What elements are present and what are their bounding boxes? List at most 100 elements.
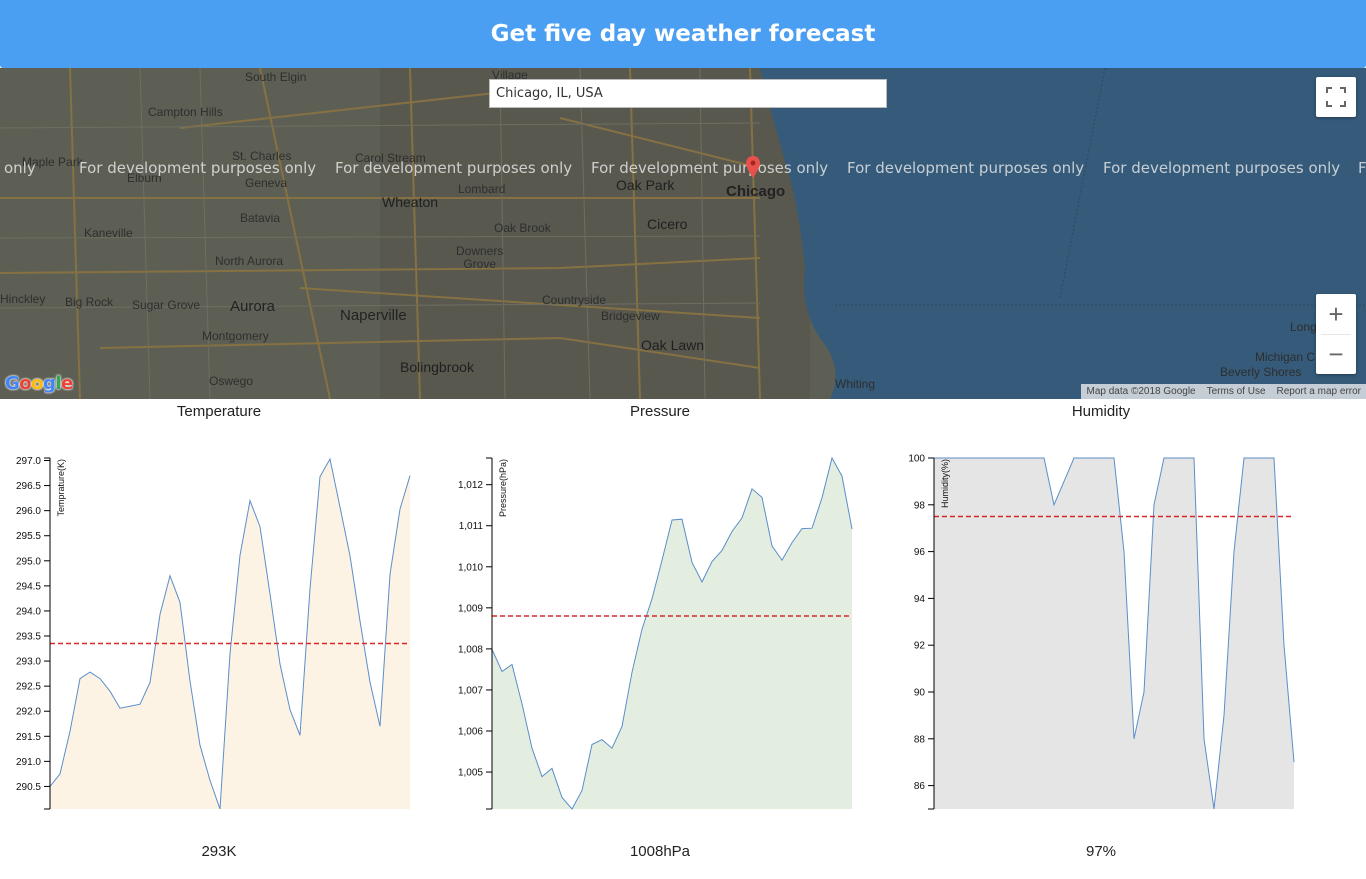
humidity-current-value: 97% — [1085, 843, 1117, 860]
temperature-y-tick-label: 294.5 — [16, 581, 41, 592]
map-label-big-rock: Big Rock — [65, 295, 114, 309]
map-label-elburn: Elburn — [127, 171, 162, 185]
map-label-beverly-shores: Beverly Shores — [1220, 365, 1302, 379]
page-title: Get five day weather forecast — [490, 21, 876, 47]
pressure-y-tick-label: 1,005 — [458, 768, 483, 779]
temperature-current-value: 293K — [201, 843, 237, 860]
temperature-y-tick: 295.0 — [16, 556, 50, 567]
map-label-north-aurora: North Aurora — [215, 254, 284, 268]
humidity-y-tick-label: 86 — [914, 781, 926, 792]
dev-watermark-edge-right: F — [1358, 159, 1366, 177]
temperature-y-tick-label: 292.0 — [16, 707, 41, 718]
map-label-downers-grove: Downers Grove — [456, 244, 504, 271]
map-label-wheaton: Wheaton — [382, 194, 439, 210]
map-label-carol-stream: Carol Stream — [355, 151, 426, 165]
pressure-y-tick: 1,009 — [458, 603, 492, 614]
map-label-st-charles: St. Charles — [232, 149, 292, 163]
map-label-naperville: Naperville — [340, 307, 407, 324]
temperature-y-tick: 293.5 — [16, 632, 50, 643]
terms-of-use-link[interactable]: Terms of Use — [1200, 386, 1271, 397]
dev-watermark: For development purposes only — [591, 159, 829, 177]
humidity-y-tick: 88 — [914, 734, 934, 745]
map-view[interactable]: South Elgin Village Campton Hills Maple … — [0, 68, 1366, 399]
temperature-y-tick-label: 291.5 — [16, 732, 41, 743]
map-label-south-elgin: South Elgin — [245, 70, 307, 84]
pressure-y-tick: 1,010 — [458, 562, 492, 573]
temperature-y-tick: 293.0 — [16, 657, 50, 668]
zoom-out-button[interactable]: − — [1328, 339, 1344, 370]
fullscreen-button[interactable] — [1316, 77, 1356, 117]
humidity-y-tick: 92 — [914, 641, 934, 652]
pressure-y-tick-label: 1,010 — [458, 562, 483, 573]
map-label-montgomery: Montgomery — [202, 329, 269, 343]
humidity-chart-title: Humidity — [1071, 403, 1131, 420]
temperature-y-tick-label: 295.0 — [16, 556, 41, 567]
map-label-sugar-grove: Sugar Grove — [132, 298, 201, 312]
temperature-chart-title: Temperature — [176, 403, 262, 420]
map-label-oak-park: Oak Park — [616, 177, 675, 193]
humidity-y-axis-label: Humidity(%) — [940, 459, 950, 508]
humidity-y-tick-label: 90 — [914, 688, 926, 699]
pressure-y-tick-label: 1,008 — [458, 644, 483, 655]
temperature-y-tick: 294.5 — [16, 581, 50, 592]
temperature-y-tick: 296.0 — [16, 506, 50, 517]
pressure-chart: 1,005 1,006 1,007 1,008 1,009 1,010 1,011 1,012… — [458, 456, 853, 810]
pressure-area — [492, 458, 852, 809]
map-label-long: Long — [1290, 320, 1317, 334]
humidity-chart: 86 88 90 92 94 96 98 100 Humidity(%) — [908, 454, 1295, 810]
pressure-y-tick: 1,005 — [458, 768, 492, 779]
dev-watermark: For development purposes only — [847, 159, 1085, 177]
report-map-error-link[interactable]: Report a map error — [1270, 386, 1366, 397]
map-label-countryside: Countryside — [542, 293, 607, 307]
map-attribution-bar: Map data ©2018 Google Terms of Use Repor… — [1081, 384, 1366, 399]
pressure-y-tick-label: 1,012 — [458, 480, 483, 491]
map-label-oak-lawn: Oak Lawn — [641, 337, 705, 353]
temperature-y-tick: 294.0 — [16, 606, 50, 617]
map-label-bridgeview: Bridgeview — [601, 309, 660, 323]
map-label-oswego: Oswego — [209, 374, 254, 388]
temperature-y-tick-label: 297.0 — [16, 456, 41, 467]
map-base — [0, 68, 1366, 399]
humidity-y-tick: 86 — [914, 781, 934, 792]
map-label-batavia: Batavia — [240, 211, 281, 225]
humidity-area — [934, 458, 1294, 809]
dev-watermark: For development purposes only — [79, 159, 317, 177]
humidity-y-tick: 100 — [908, 454, 934, 465]
map-label-chicago: Chicago — [726, 183, 786, 200]
map-label-maple-park: Maple Park — [22, 155, 83, 169]
zoom-controls: + − — [1316, 294, 1356, 374]
page-header: Get five day weather forecast — [0, 0, 1366, 68]
map-label-whiting: Whiting — [835, 377, 876, 391]
dev-watermark-edge-left: only — [4, 159, 36, 177]
map-label-geneva: Geneva — [245, 176, 288, 190]
pressure-line — [491, 456, 853, 810]
map-label-lombard: Lombard — [458, 182, 506, 196]
zoom-in-button[interactable]: + — [1328, 298, 1344, 329]
pressure-y-tick: 1,008 — [458, 644, 492, 655]
humidity-y-tick-label: 94 — [914, 594, 926, 605]
pressure-y-axis-label: Pressure(hPa) — [498, 459, 508, 517]
pressure-y-tick-label: 1,007 — [458, 685, 483, 696]
humidity-line — [934, 457, 1295, 810]
google-logo[interactable]: Google — [5, 373, 73, 394]
humidity-y-tick-label: 100 — [908, 454, 925, 465]
fullscreen-icon — [1326, 87, 1346, 107]
temperature-y-tick-label: 296.5 — [16, 481, 41, 492]
temperature-y-axis-label: Temprature(K) — [56, 459, 66, 517]
map-label-oak-brook: Oak Brook — [494, 221, 551, 235]
humidity-y-tick-label: 96 — [914, 547, 926, 558]
map-label-campton-hills: Campton Hills — [148, 105, 223, 119]
map-label-bolingbrook: Bolingbrook — [400, 359, 474, 375]
humidity-y-tick: 96 — [914, 547, 934, 558]
location-pin-icon[interactable] — [746, 156, 760, 178]
pressure-y-tick-label: 1,009 — [458, 603, 483, 614]
temperature-y-tick: 290.5 — [16, 782, 50, 793]
temperature-y-tick: 296.5 — [16, 481, 50, 492]
zoom-divider — [1321, 333, 1351, 335]
pressure-y-tick-label: 1,011 — [459, 521, 484, 532]
pressure-y-tick-label: 1,006 — [458, 727, 483, 738]
location-search-input[interactable] — [489, 79, 887, 108]
temperature-y-tick-label: 294.0 — [16, 606, 41, 617]
temperature-chart: 290.5 291.0 291.5 292.0 292.5 293.0 293.5 294.0… — [16, 456, 411, 810]
temperature-area — [50, 459, 410, 809]
